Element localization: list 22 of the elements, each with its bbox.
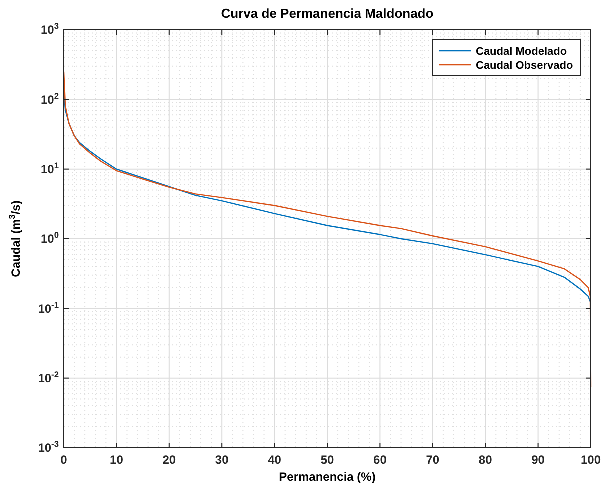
x-tick-label: 20 [162, 453, 176, 467]
y-tick-label: 10$^{-2}$ [38, 370, 60, 386]
x-tick-label: 70 [426, 453, 440, 467]
x-axis-title: Permanencia (%) [279, 470, 376, 484]
y-tick-label: 10$^{1}$ [40, 160, 60, 177]
x-tick-label: 80 [478, 453, 493, 467]
chart-title: Curva de Permanencia Maldonado [221, 6, 434, 21]
x-tick-label: 0 [60, 453, 68, 467]
y-tick-label: 10$^{0}$ [40, 230, 60, 246]
x-tick-label: 10 [110, 453, 124, 467]
x-tick-label: 90 [532, 453, 546, 467]
y-tick-label: 10$^{-1}$ [38, 300, 60, 316]
x-tick-label: 60 [374, 453, 388, 467]
legend-label: Caudal Modelado [476, 46, 568, 58]
x-tick-label: 50 [320, 453, 334, 467]
x-tick-label: 30 [215, 453, 230, 467]
x-tick-label: 40 [268, 453, 282, 467]
x-tick-label: 100 [580, 453, 602, 467]
y-tick-label: 10$^{3}$ [40, 21, 60, 38]
y-tick-label: 10$^{2}$ [40, 90, 60, 107]
legend-label: Caudal Observado [476, 60, 574, 72]
y-tick-label: 10$^{-3}$ [38, 439, 60, 456]
